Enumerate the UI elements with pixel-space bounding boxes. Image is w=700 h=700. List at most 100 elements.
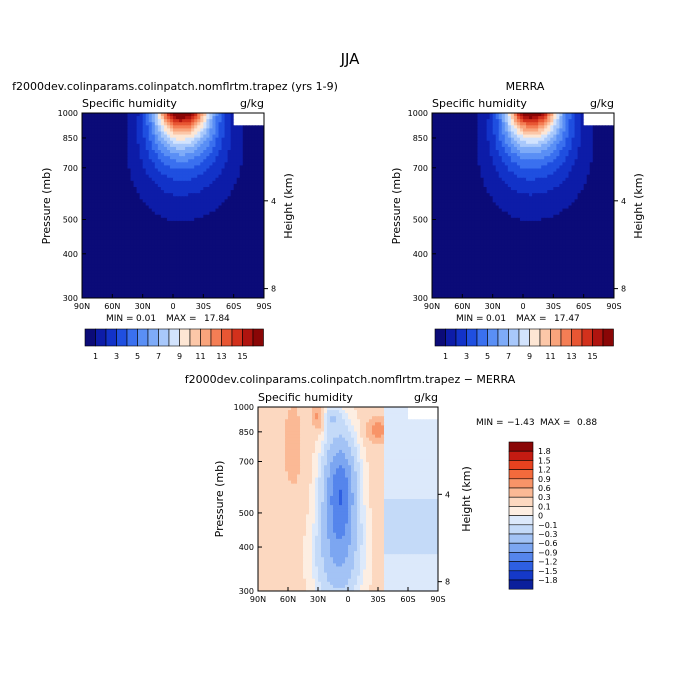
panel-model-cell — [112, 273, 116, 278]
panel-model-cell — [133, 233, 138, 237]
panel-model-cell — [127, 288, 132, 293]
panel-model-cell — [248, 264, 253, 268]
panel-model-cell — [145, 288, 150, 293]
panel-model-cell — [100, 119, 104, 123]
panel-model-cell — [91, 196, 95, 200]
panel-obs-cell — [498, 137, 503, 142]
panel-model-cell — [163, 267, 168, 271]
panel-obs-cell — [568, 116, 573, 120]
panel-model-cell — [82, 199, 86, 204]
panel-model-cell — [203, 165, 207, 170]
panel-model-cell — [145, 140, 150, 145]
panel-model-cell — [224, 285, 229, 290]
panel-obs-cell — [441, 146, 445, 151]
panel-model-cell — [85, 171, 89, 176]
panel-model-cell — [197, 168, 201, 173]
panel-model-cell — [239, 183, 244, 188]
panel-obs-cell — [447, 177, 451, 182]
panel-model-cell — [133, 116, 138, 120]
panel-model-cell — [245, 116, 250, 120]
panel-model-cell — [242, 125, 247, 130]
panel-obs-cell — [598, 134, 603, 139]
panel-obs-cell — [495, 165, 500, 170]
panel-model-cell — [236, 168, 241, 173]
panel-obs-cell — [498, 131, 503, 136]
panel-obs-cell — [441, 128, 445, 133]
panel-model-cell — [142, 156, 147, 160]
panel-model-cell — [112, 162, 116, 167]
panel-model-cell — [127, 196, 132, 200]
panel-model-cell — [169, 230, 174, 234]
panel-model-cell — [163, 128, 168, 133]
panel-model-cell — [106, 156, 110, 160]
panel-model-cell — [91, 113, 95, 117]
panel-model-cell — [121, 273, 126, 278]
panel-model-cell — [236, 196, 241, 200]
panel-obs-cell — [444, 128, 448, 133]
panel-model-cell — [145, 273, 150, 278]
panel-model-cell — [185, 245, 189, 250]
panel-model-cell — [251, 150, 256, 154]
panel-obs-cell — [541, 137, 545, 142]
panel-model-cell — [251, 119, 256, 123]
panel-obs-cell — [438, 153, 442, 157]
panel-obs-cell — [589, 131, 594, 136]
panel-model-cell — [94, 150, 98, 154]
panel-obs-cell — [438, 162, 442, 167]
panel-model-cell — [209, 143, 214, 148]
panel-model-cell — [121, 162, 126, 167]
panel-model-cell — [188, 227, 192, 231]
panel-model-cell — [130, 276, 135, 281]
panel-model-cell — [148, 267, 153, 271]
panel-obs-cell — [450, 180, 454, 185]
panel-model-cell — [85, 128, 89, 133]
panel-model-cell — [103, 242, 107, 247]
panel-obs-cell — [432, 153, 436, 157]
panel-model-cell — [88, 153, 92, 157]
panel-obs-cell — [601, 146, 606, 151]
panel-obs-cell — [504, 153, 509, 157]
panel-model-cell — [242, 205, 247, 210]
panel-model-cell — [248, 211, 253, 216]
panel-obs-cell — [501, 137, 506, 142]
panel-model-cell — [163, 245, 168, 250]
panel-model-cell — [236, 267, 241, 271]
panel-model-cell — [236, 211, 241, 216]
panel-model-cell — [200, 261, 204, 265]
panel-model-cell — [209, 187, 214, 191]
panel-model-cell — [100, 162, 104, 167]
panel-model-cell — [206, 190, 210, 194]
panel-obs-cell — [550, 165, 554, 170]
panel-model-cell — [194, 248, 198, 253]
panel-model-cell — [227, 251, 232, 256]
panel-model-cell — [145, 125, 150, 130]
panel-model-cell — [218, 190, 223, 194]
panel-model-cell — [197, 162, 201, 167]
panel-model-cell — [221, 242, 226, 247]
panel-model-cell — [182, 227, 186, 231]
panel-model-cell — [203, 288, 207, 293]
panel-model-cell — [209, 190, 214, 194]
panel-model-cell — [248, 153, 253, 157]
panel-model-cell — [112, 233, 116, 237]
panel-model-cell — [100, 251, 104, 256]
panel-model-cell — [139, 143, 144, 148]
panel-model-cell — [212, 261, 217, 265]
panel-model-cell — [254, 202, 259, 207]
panel-model-cell — [133, 128, 138, 133]
panel-model-cell — [257, 205, 262, 210]
panel-model-cell — [160, 254, 165, 259]
panel-model-cell — [160, 276, 165, 281]
panel-model-cell — [139, 242, 144, 247]
panel-model-cell — [212, 251, 217, 256]
panel-model-cell — [236, 165, 241, 170]
panel-model-cell — [157, 199, 162, 204]
panel-model-cell — [260, 137, 264, 142]
panel-model-cell — [118, 202, 123, 207]
panel-model-cell — [200, 134, 204, 139]
panel-model-cell — [233, 245, 238, 250]
panel-model-cell — [88, 285, 92, 290]
panel-model-cell — [179, 134, 183, 139]
panel-model-cell — [103, 177, 107, 182]
panel-model-cell — [179, 183, 183, 188]
